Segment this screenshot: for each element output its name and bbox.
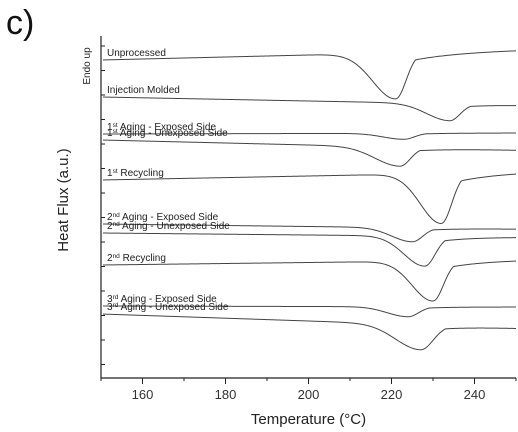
- series-curve: [102, 132, 516, 140]
- series-curve: [102, 260, 517, 302]
- x-tick-label: 180: [215, 387, 237, 402]
- series-curve: [102, 139, 517, 167]
- series-label: 2nd Recycling: [107, 253, 166, 265]
- x-tick-label: 200: [298, 387, 320, 402]
- y-axis-title: Heat Flux (a.u.): [55, 148, 72, 251]
- x-tick-label: 240: [464, 387, 486, 402]
- series-label: 2nd Aging - Exposed Side: [107, 212, 219, 224]
- series-label: 3rd Aging - Exposed Side: [107, 294, 217, 306]
- series-label: 1st Aging - Unexposed Side: [107, 128, 228, 140]
- series-curve: [102, 173, 517, 224]
- endo-up-label: Endo up: [82, 47, 93, 85]
- series-curve: [102, 305, 516, 318]
- series-label: Injection Molded: [107, 85, 180, 96]
- series-label: 1st Aging - Exposed Side: [107, 122, 216, 134]
- series-curve: [102, 232, 517, 267]
- x-tick-label: 160: [132, 387, 154, 402]
- panel-label: c): [6, 4, 35, 42]
- series-label: 1st Recycling: [107, 168, 164, 180]
- series-curve: [102, 96, 517, 122]
- x-axis-title: Temperature (°C): [251, 411, 366, 428]
- series-label: 2nd Aging - Unexposed Side: [107, 221, 230, 233]
- series-curve: [102, 313, 517, 351]
- x-tick-label: 220: [381, 387, 403, 402]
- series-label: Unprocessed: [107, 48, 166, 59]
- series-curve: [102, 223, 516, 243]
- series-label: 3rd Aging - Unexposed Side: [107, 302, 229, 314]
- series-curve: [102, 50, 517, 100]
